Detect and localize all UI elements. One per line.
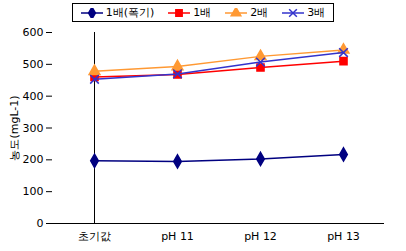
html-text:2배: 2배 (250, 6, 269, 19)
svg-text:0: 0 (37, 217, 44, 230)
html-text:1배(폭기): 1배(폭기) (105, 6, 155, 19)
svg-text:400: 400 (23, 90, 44, 103)
svg-text:200: 200 (23, 153, 44, 166)
svg-text:pH 12: pH 12 (244, 230, 277, 243)
html-text:1배: 1배 (193, 6, 212, 19)
svg-text:초기값: 초기값 (78, 230, 111, 243)
svg-text:100: 100 (23, 185, 44, 198)
svg-text:농도(mgL-1): 농도(mgL-1) (8, 95, 21, 160)
svg-text:pH 11: pH 11 (161, 230, 194, 243)
svg-text:300: 300 (23, 122, 44, 135)
svg-text:600: 600 (23, 26, 44, 39)
svg-text:500: 500 (23, 58, 44, 71)
html-text:3배: 3배 (307, 6, 326, 19)
svg-text:pH 13: pH 13 (327, 230, 360, 243)
